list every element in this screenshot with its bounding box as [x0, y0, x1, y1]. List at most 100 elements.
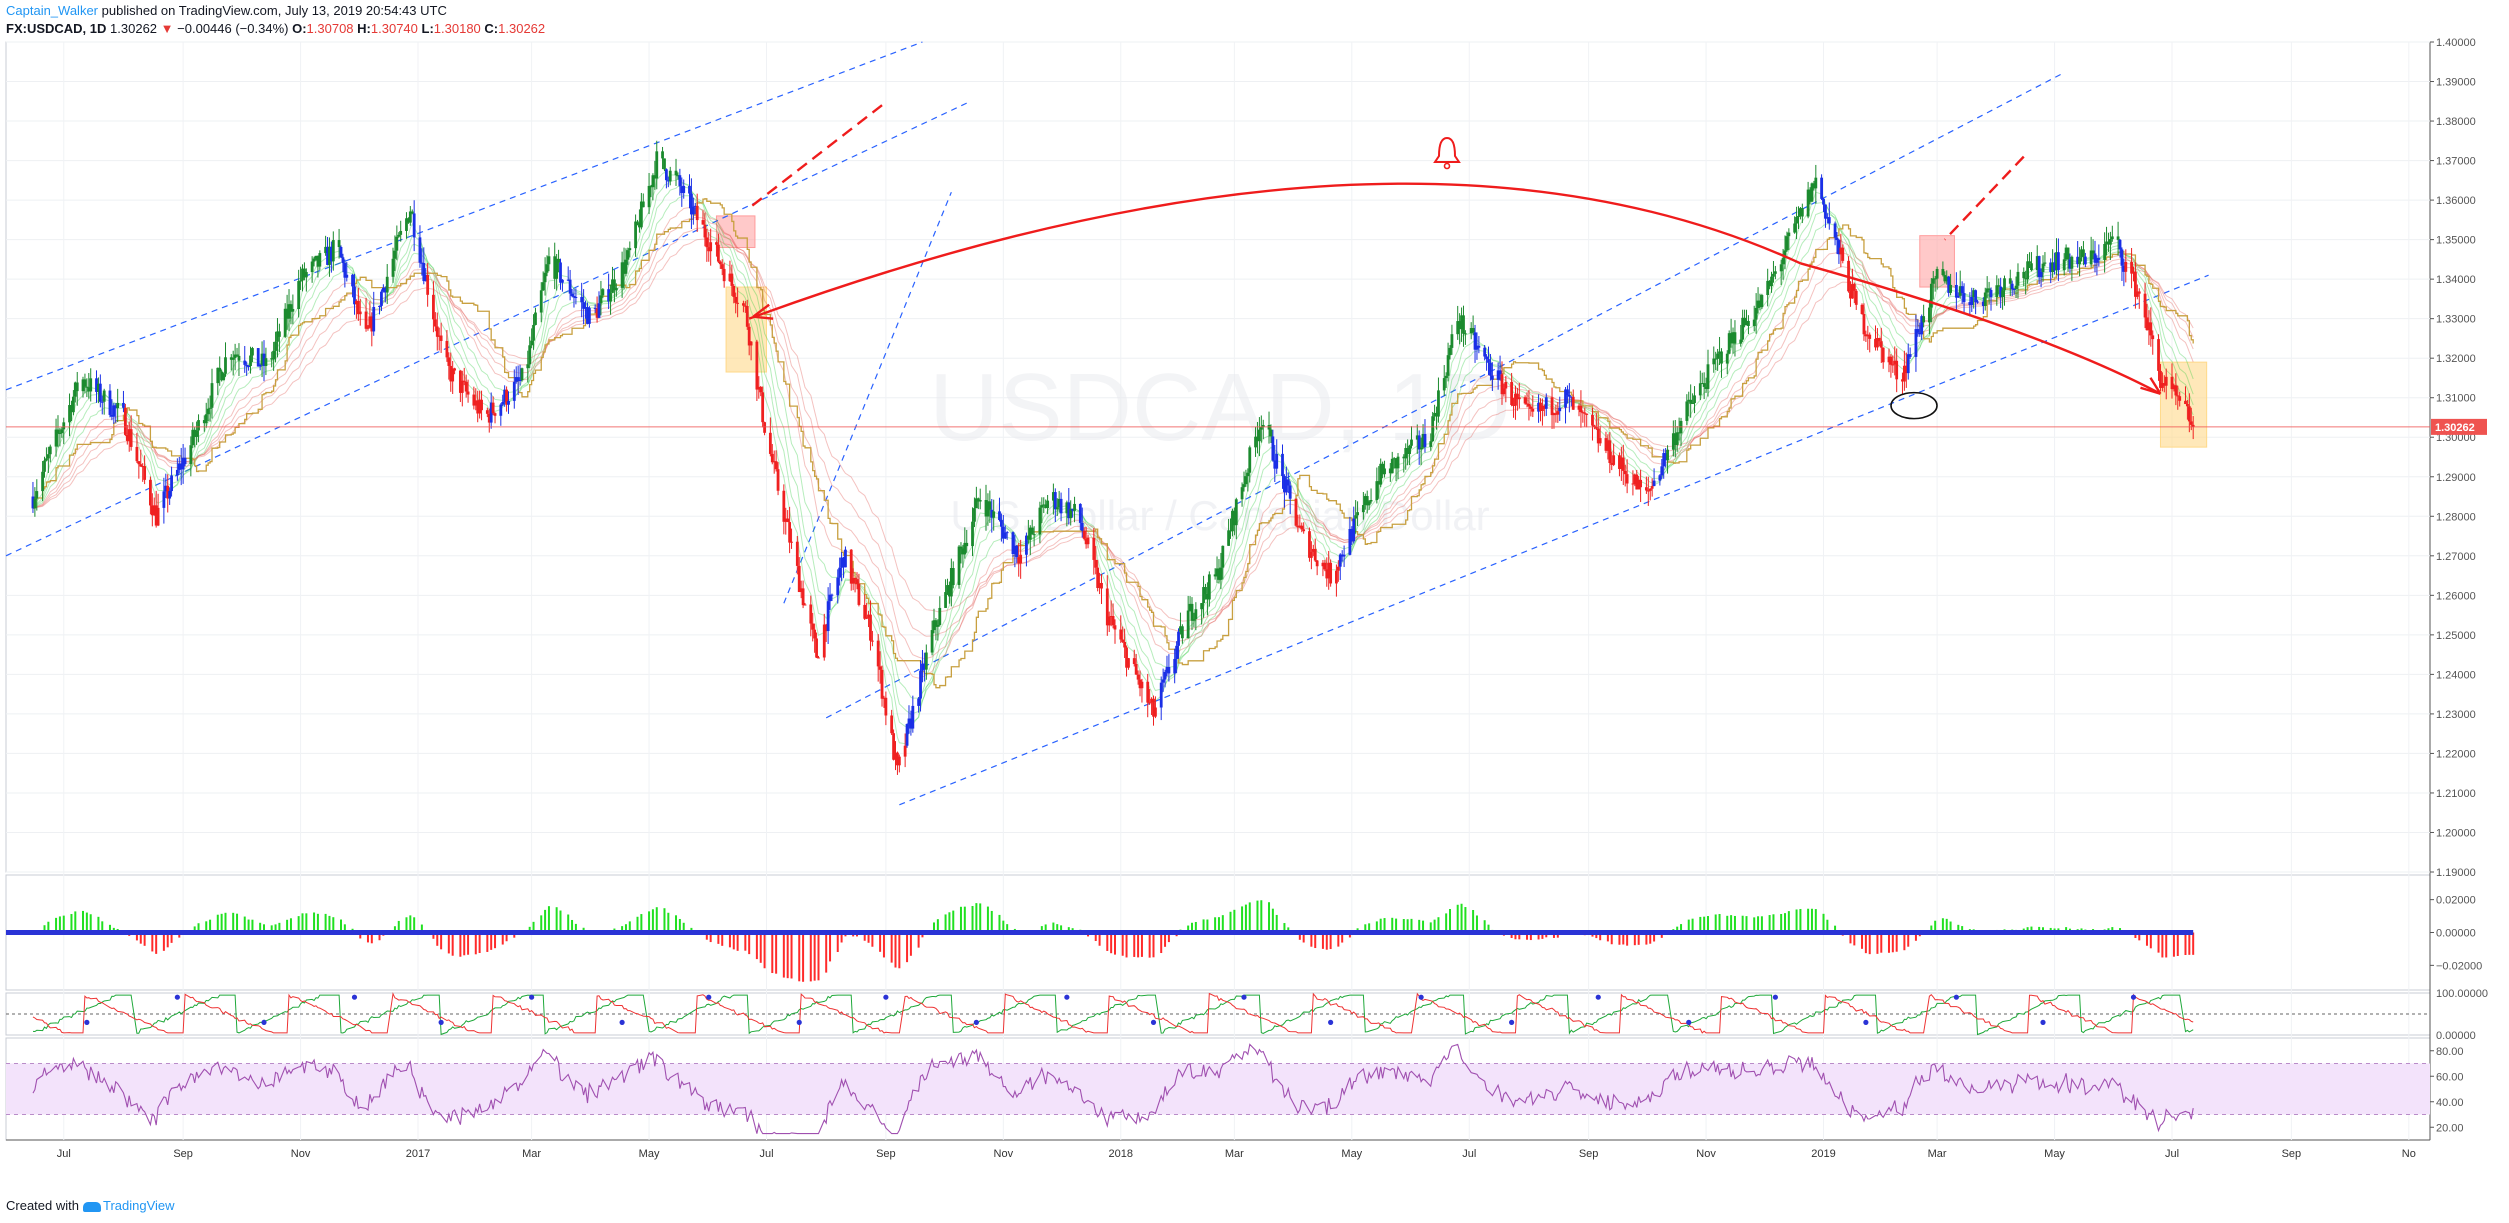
chart-canvas[interactable]: 1.40000 1.39000 1.38000 1.37000 1.36000 1.350…: [0, 0, 2509, 1190]
candle-body: [1078, 503, 1082, 523]
candle-body: [1125, 647, 1128, 668]
candle-body: [1675, 432, 1679, 446]
candle-body: [1652, 480, 1656, 487]
candle-body: [1284, 479, 1288, 493]
candle-body: [345, 274, 349, 278]
candle-body: [761, 392, 765, 423]
candle-body: [636, 221, 639, 223]
candle-body: [183, 457, 187, 465]
candle-body: [2030, 263, 2033, 271]
candle-body: [924, 652, 928, 670]
candle-body: [1752, 319, 1756, 326]
tradingview-link[interactable]: TradingView: [102, 1198, 175, 1213]
candle-body: [1105, 588, 1109, 626]
candle-body: [1246, 472, 1250, 477]
candle-body: [1242, 484, 1246, 488]
trend-channel-mid-2016: [5, 100, 971, 557]
x-tick-label: May: [2044, 1148, 2065, 1160]
candle-body: [651, 175, 655, 188]
candle-body: [1473, 332, 1477, 350]
candle-body: [1770, 276, 1773, 287]
candle-body: [528, 345, 532, 365]
candle-body: [1450, 334, 1454, 348]
candle-body: [1604, 438, 1608, 451]
high-label: H:: [357, 21, 371, 36]
candle-body: [324, 246, 328, 254]
change-down-icon: ▼: [160, 21, 174, 36]
candle-body: [1177, 631, 1180, 646]
candle-body: [270, 358, 274, 360]
candle-body: [530, 340, 534, 346]
x-tick-label: Nov: [1696, 1148, 1716, 1160]
candle-body: [370, 316, 374, 332]
candle-body: [959, 546, 963, 549]
candle-body: [445, 340, 449, 358]
candle-body: [1025, 535, 1028, 555]
candle-body: [116, 402, 120, 409]
candle-body: [1800, 208, 1804, 217]
candle-body: [990, 509, 994, 518]
candle-body: [999, 519, 1003, 527]
stoch-signal-dot: [1418, 994, 1424, 1000]
candle-body: [1433, 412, 1437, 417]
candle-body: [1429, 441, 1433, 447]
candle-body: [1404, 448, 1408, 459]
candle-body: [2135, 291, 2139, 297]
candle-body: [1891, 364, 1895, 366]
candle-body: [2070, 256, 2074, 269]
candle-body: [1677, 432, 1681, 434]
candle-body: [1069, 508, 1073, 519]
candle-body: [593, 307, 597, 309]
candle-body: [897, 756, 901, 766]
candle-body: [1498, 370, 1502, 375]
candle-body: [73, 382, 77, 397]
candle-body: [276, 331, 279, 342]
dashed-arrow-2017: [748, 104, 883, 209]
candle-body: [882, 697, 886, 699]
candle-body: [1071, 508, 1075, 511]
candle-body: [930, 630, 934, 653]
candle-body: [1288, 485, 1292, 499]
candle-body: [1974, 290, 1978, 303]
candle-body: [1650, 486, 1654, 489]
candle-body: [826, 601, 830, 632]
candle-body: [41, 471, 44, 492]
candle-body: [782, 490, 786, 522]
candle-body: [2037, 256, 2041, 278]
candle-body: [1725, 353, 1729, 364]
candle-body: [2089, 250, 2093, 265]
x-tick-label: May: [1341, 1148, 1362, 1160]
candle-body: [965, 542, 969, 547]
candle-body: [1754, 307, 1758, 320]
candle-body: [1619, 457, 1623, 469]
candle-body: [1814, 177, 1818, 189]
candle-body: [607, 289, 611, 302]
candle-body: [2116, 236, 2120, 240]
stoch-signal-dot: [1863, 1019, 1869, 1025]
candle-body: [503, 389, 507, 402]
candle-body: [1931, 278, 1935, 284]
candle-body: [1448, 347, 1452, 356]
candle-body: [193, 429, 197, 437]
author-link[interactable]: Captain_Walker: [6, 3, 99, 18]
candle-body: [1363, 496, 1367, 506]
candle-body: [1583, 412, 1587, 414]
y-tick-label: 1.33000: [2436, 314, 2476, 326]
candle-body: [1321, 562, 1325, 567]
candle-body: [701, 220, 705, 225]
candle-body: [149, 479, 152, 506]
candle-body: [869, 614, 872, 641]
candle-body: [1810, 183, 1814, 202]
candle-body: [258, 364, 262, 367]
candle-body: [911, 705, 915, 729]
candle-body: [1269, 429, 1273, 437]
candle-body: [353, 286, 356, 305]
high-value: 1.30740: [370, 21, 418, 36]
candle-body: [919, 670, 922, 699]
candle-body: [2147, 322, 2151, 331]
candle-body: [865, 617, 869, 619]
candle-body: [570, 293, 574, 297]
candle-body: [1895, 360, 1899, 380]
candle-body: [2118, 239, 2122, 250]
close-value: 1.30262: [498, 21, 546, 36]
